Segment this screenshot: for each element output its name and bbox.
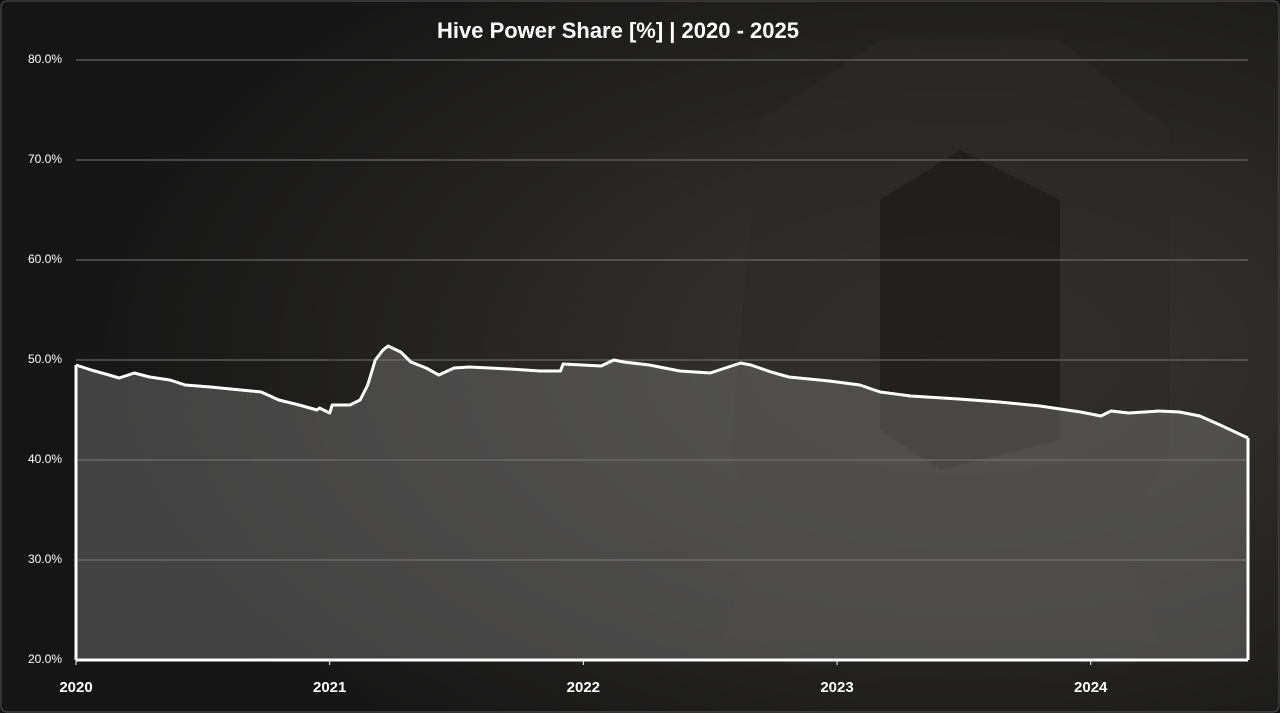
- y-tick-label: 80.0%: [28, 52, 62, 66]
- y-tick-label: 50.0%: [28, 352, 62, 366]
- x-tick-label: 2024: [1074, 679, 1108, 696]
- y-tick-label: 70.0%: [28, 152, 62, 166]
- area: [76, 346, 1248, 660]
- y-tick-label: 20.0%: [28, 652, 62, 666]
- background-image: [880, 150, 1060, 470]
- chart-title: Hive Power Share [%] | 2020 - 2025: [437, 18, 799, 43]
- y-tick-label: 40.0%: [28, 452, 62, 466]
- x-tick-label: 2023: [820, 679, 853, 696]
- x-tick-label: 2022: [567, 679, 600, 696]
- x-tick-label: 2020: [59, 679, 92, 696]
- y-tick-label: 30.0%: [28, 552, 62, 566]
- line: [75, 344, 1249, 440]
- x-tick-label: 2021: [313, 679, 346, 696]
- y-tick-label: 60.0%: [28, 252, 62, 266]
